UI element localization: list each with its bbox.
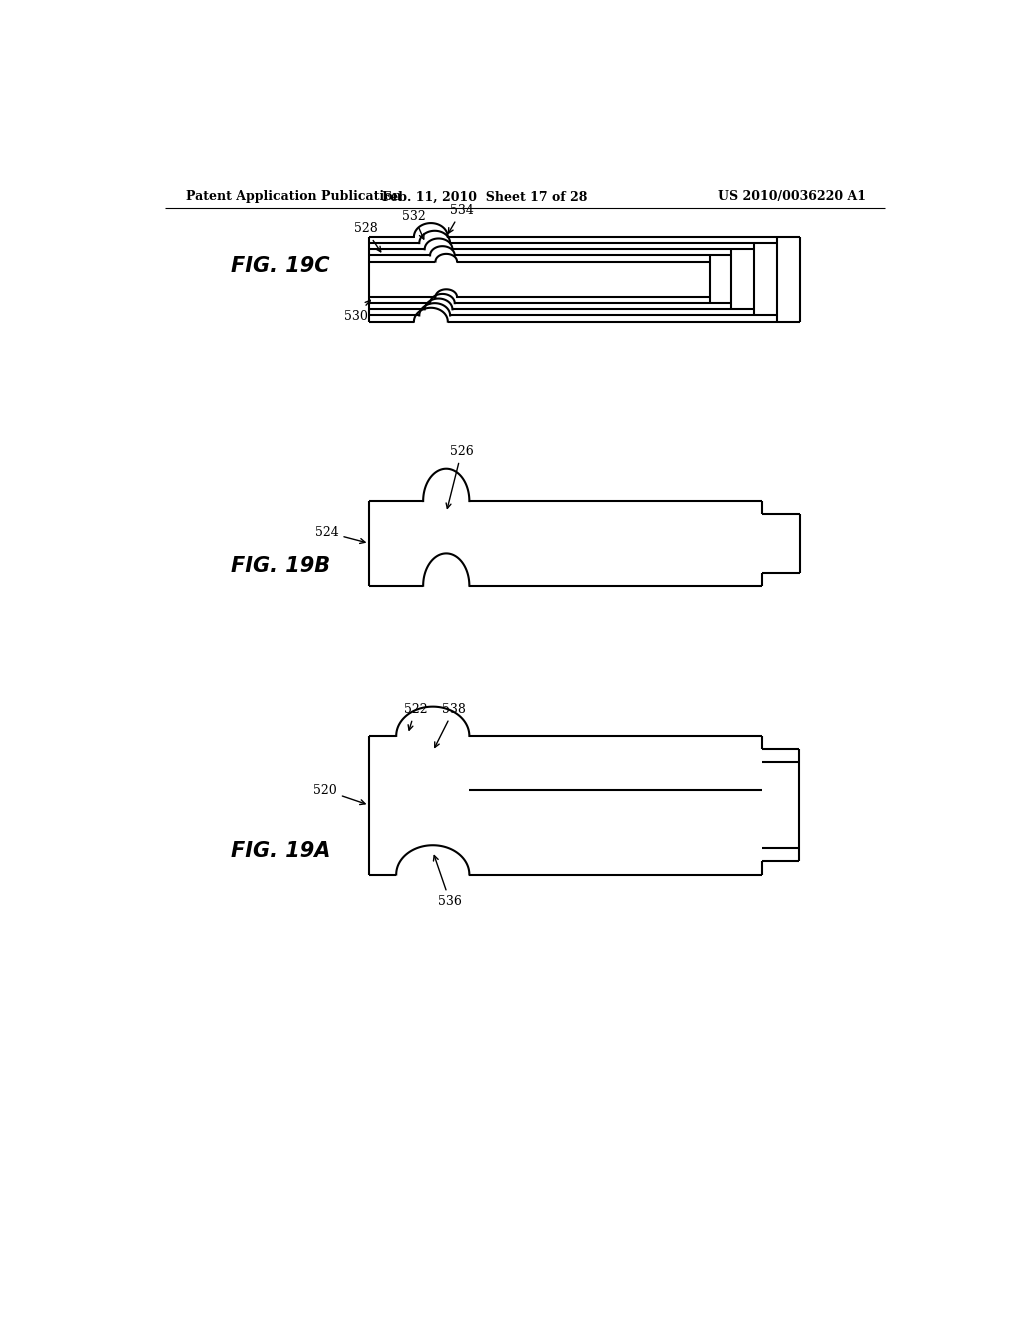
Text: FIG. 19C: FIG. 19C	[230, 256, 330, 276]
Text: 538: 538	[435, 702, 466, 747]
Text: 530: 530	[344, 300, 371, 323]
Text: 524: 524	[314, 525, 366, 544]
Text: Feb. 11, 2010  Sheet 17 of 28: Feb. 11, 2010 Sheet 17 of 28	[382, 190, 588, 203]
Text: 526: 526	[446, 445, 473, 508]
Text: 528: 528	[353, 222, 381, 252]
Text: US 2010/0036220 A1: US 2010/0036220 A1	[718, 190, 866, 203]
Text: 534: 534	[449, 203, 473, 234]
Text: 532: 532	[402, 210, 426, 239]
Text: 520: 520	[313, 784, 366, 805]
Text: FIG. 19A: FIG. 19A	[230, 841, 330, 862]
Text: FIG. 19B: FIG. 19B	[230, 557, 330, 577]
Text: 536: 536	[433, 855, 462, 908]
Text: 522: 522	[403, 702, 427, 730]
Text: Patent Application Publication: Patent Application Publication	[186, 190, 401, 203]
